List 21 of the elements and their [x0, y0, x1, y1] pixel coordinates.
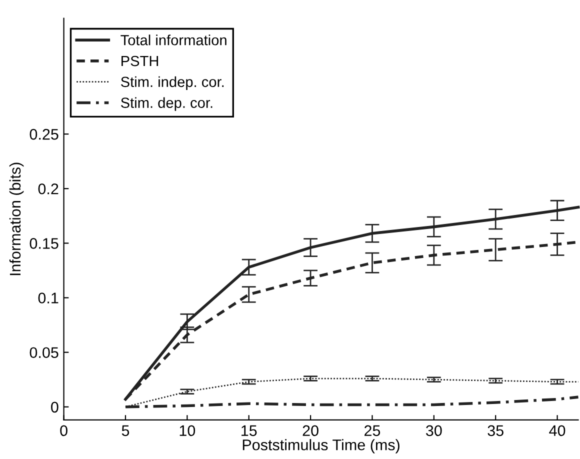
x-tick-label: 5 — [122, 425, 130, 436]
legend-label: Stim. dep. cor. — [120, 97, 212, 111]
legend-label: Stim. indep. cor. — [120, 76, 224, 90]
y-tick-label: 0.2 — [38, 183, 58, 194]
y-tick-label: 0.05 — [30, 347, 58, 358]
x-tick-label: 10 — [180, 425, 196, 436]
y-axis-title: Information (bits) — [9, 162, 24, 276]
x-tick-label: 40 — [549, 425, 566, 436]
y-tick-label: 0.15 — [30, 238, 58, 249]
y-tick-label: 0.25 — [30, 128, 58, 140]
legend-label: PSTH — [122, 56, 158, 66]
y-tick-label: 0 — [51, 402, 58, 413]
y-tick-label: 0.1 — [38, 292, 58, 304]
legend-label: Total information — [120, 34, 226, 46]
x-tick-label: 25 — [364, 425, 380, 436]
x-tick-label: 30 — [426, 425, 442, 436]
x-axis-title: Poststimulus Time (ms) — [242, 439, 400, 454]
x-tick-label: 20 — [302, 425, 318, 436]
x-tick-label: 0 — [60, 425, 68, 436]
x-tick-label: 35 — [488, 425, 504, 436]
x-tick-label: 15 — [242, 425, 257, 436]
